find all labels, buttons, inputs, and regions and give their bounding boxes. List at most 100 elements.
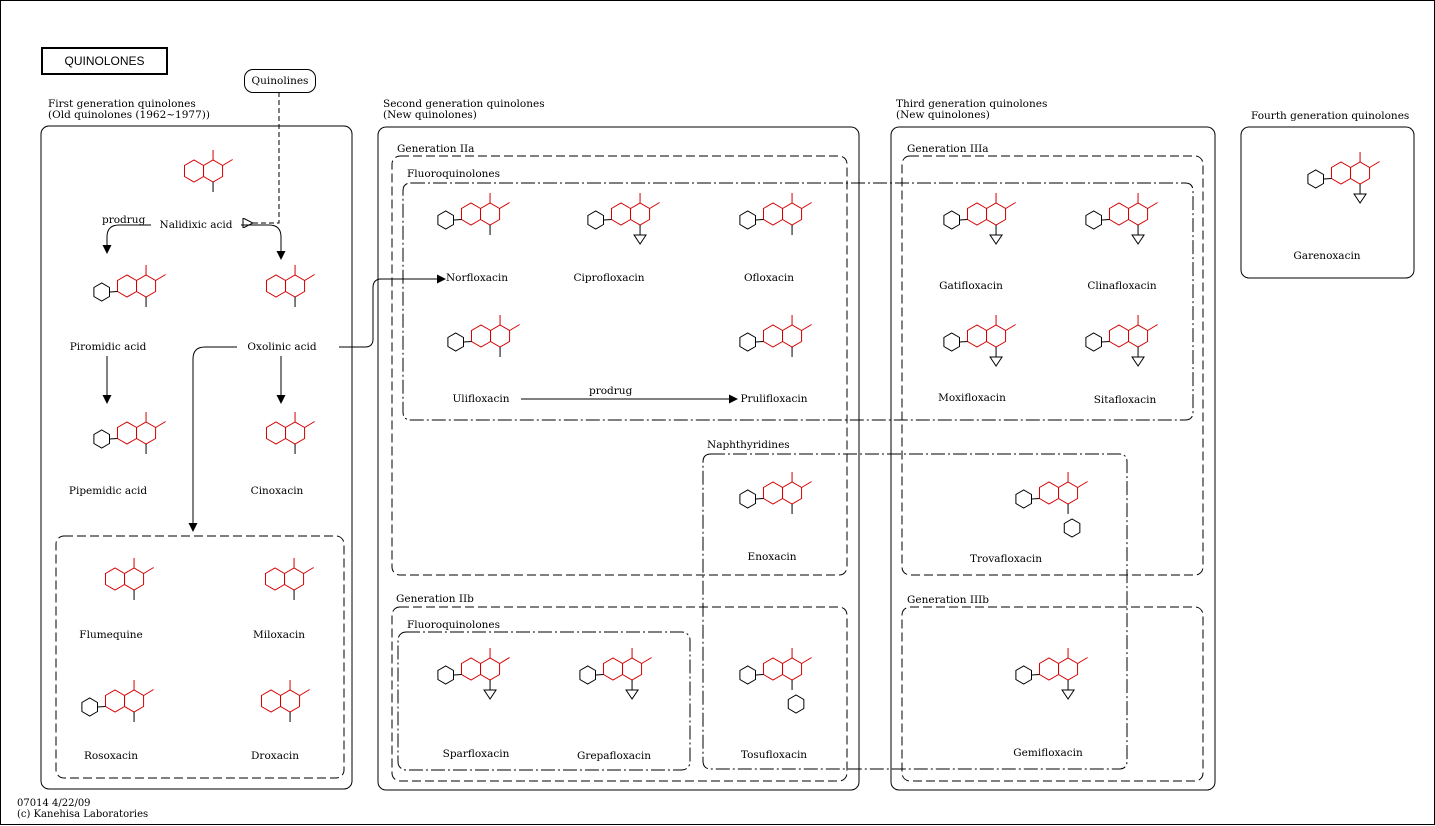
cyclopropyl-ring [989, 234, 1003, 245]
prodrug-edge-1 [102, 224, 156, 254]
compound-ulifloxacin[interactable]: Ulifloxacin [441, 393, 521, 405]
bond [1031, 674, 1040, 676]
cyclopropyl-ring [625, 689, 639, 700]
compound-prulifloxacin[interactable]: Prulifloxacin [740, 393, 808, 405]
bond [463, 341, 472, 343]
substituent-ring [739, 665, 756, 685]
compound-gemifloxacin[interactable]: Gemifloxacin [1013, 747, 1083, 759]
bond [755, 674, 764, 676]
bond [1323, 178, 1332, 180]
quinolone-ring-b [782, 202, 803, 226]
oxolinic-to-norfloxacin [339, 274, 446, 348]
naphthyridine-frame [702, 453, 1128, 770]
bond [755, 219, 764, 221]
bond [143, 689, 154, 696]
compound-ofloxacin[interactable]: Ofloxacin [743, 272, 795, 284]
bond [303, 567, 314, 574]
cyclopropyl-ring [1131, 234, 1145, 245]
aryl-ring [1063, 518, 1081, 538]
nalidixic-to-oxolinic [236, 224, 286, 260]
bond [801, 324, 812, 331]
quinolone-ring-b [136, 421, 157, 445]
compound-tosufloxacin[interactable]: Tosufloxacin [740, 749, 808, 761]
substituent-ring [447, 332, 464, 352]
substituent-ring [1015, 489, 1032, 509]
fluoro-2a-frame [402, 182, 1194, 421]
quinolone-ring-b [986, 324, 1007, 348]
quinolone-ring-b [124, 567, 145, 591]
compound-flumequine[interactable]: Flumequine [79, 629, 143, 641]
compound-miloxacin[interactable]: Miloxacin [253, 629, 305, 641]
quinolone-ring-a [1038, 657, 1060, 681]
quinolone-ring-b [622, 657, 643, 681]
quinolone-ring-b [124, 689, 145, 713]
gen4-frame [1240, 126, 1415, 279]
bond [1101, 341, 1110, 343]
quinolone-ring-b [1350, 161, 1371, 185]
compound-garenoxacin[interactable]: Garenoxacin [1293, 250, 1361, 262]
compound-pipemidic-acid[interactable]: Pipemidic acid [68, 485, 148, 497]
compound-oxolinic-acid[interactable]: Oxolinic acid [237, 341, 327, 353]
compound-norfloxacin[interactable]: Norfloxacin [445, 272, 509, 284]
quinolone-ring-b [782, 324, 803, 348]
compound-moxifloxacin[interactable]: Moxifloxacin [938, 392, 1006, 404]
quinolone-ring-a [183, 159, 205, 183]
compound-cinoxacin[interactable]: Cinoxacin [250, 485, 304, 497]
compound-sparfloxacin[interactable]: Sparfloxacin [442, 748, 510, 760]
bond [1101, 219, 1110, 221]
quinolone-ring-a [460, 657, 482, 681]
substituent-ring [739, 489, 756, 509]
bond [155, 274, 166, 281]
gen4-heading: Fourth generation quinolones [1251, 110, 1410, 122]
gen3-heading: Third generation quinolones (New quinolon… [896, 98, 1048, 121]
compound-sitafloxacin[interactable]: Sitafloxacin [1093, 394, 1157, 406]
bond [97, 706, 106, 708]
aryl-ring [787, 694, 805, 714]
prodrug-label-2: prodrug [589, 385, 633, 397]
substituent-ring [437, 210, 454, 230]
quinolone-ring-b [630, 202, 651, 226]
compound-piromidic-acid[interactable]: Piromidic acid [69, 341, 147, 353]
substituent-ring [587, 210, 604, 230]
quinolines-node[interactable]: Quinolines [244, 69, 316, 93]
quinolone-ring-a [762, 324, 784, 348]
compound-droxacin[interactable]: Droxacin [251, 750, 299, 762]
gen2b-label: Generation IIb [396, 593, 474, 605]
quinolines-edge [253, 92, 280, 223]
substituent-ring [1085, 332, 1102, 352]
fluoro-2b-label: Fluoroquinolones [407, 619, 501, 631]
compound-nalidixic-acid[interactable]: Nalidixic acid [151, 219, 241, 231]
bond [304, 421, 315, 428]
quinolone-ring-a [610, 202, 632, 226]
substituent-ring [81, 697, 98, 717]
compound-clinafloxacin[interactable]: Clinafloxacin [1087, 280, 1157, 292]
gen1-late-frame [55, 535, 345, 779]
quinolone-ring-a [1038, 481, 1060, 505]
quinolone-ring-a [602, 657, 624, 681]
compound-ciprofloxacin[interactable]: Ciprofloxacin [573, 272, 645, 284]
quinolone-ring-a [264, 567, 286, 591]
compound-grepafloxacin[interactable]: Grepafloxacin [576, 750, 652, 762]
bond [755, 498, 764, 500]
quinolone-ring-b [1128, 324, 1149, 348]
quinolone-ring-a [1108, 324, 1130, 348]
bond [1147, 324, 1158, 331]
gen1-heading: First generation quinolones (Old quinolon… [48, 98, 210, 121]
quinolone-ring-b [136, 274, 157, 298]
gen3a-label: Generation IIIa [907, 143, 989, 155]
compound-trovafloxacin[interactable]: Trovafloxacin [969, 553, 1043, 565]
bond [304, 274, 315, 281]
quinolone-ring-b [1058, 657, 1079, 681]
compound-enoxacin[interactable]: Enoxacin [747, 551, 797, 563]
quinolone-ring-a [762, 202, 784, 226]
quinolone-ring-a [265, 421, 287, 445]
quinolone-ring-a [470, 324, 492, 348]
compound-rosoxacin[interactable]: Rosoxacin [83, 750, 139, 762]
compound-gatifloxacin[interactable]: Gatifloxacin [939, 280, 1003, 292]
quinolone-ring-b [782, 657, 803, 681]
quinolone-ring-b [1058, 481, 1079, 505]
bond [509, 324, 520, 331]
quinolone-ring-b [480, 657, 501, 681]
